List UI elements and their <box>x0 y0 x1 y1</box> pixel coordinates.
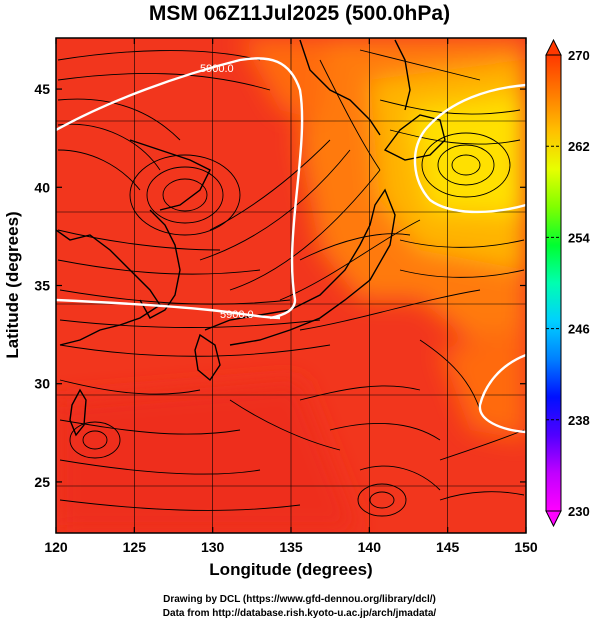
x-tick-label: 130 <box>201 539 225 555</box>
coastline-sakhalin <box>394 39 411 111</box>
colorbar-tick-label: 230 <box>568 504 590 519</box>
streamline <box>229 169 381 291</box>
y-tick-label: 35 <box>34 278 50 294</box>
streamline <box>299 233 411 261</box>
grid-lines <box>56 38 526 533</box>
streamline <box>57 229 221 251</box>
colorbar-tick-label: 262 <box>568 139 590 154</box>
colorbar-min-arrow <box>545 510 562 528</box>
contour-label-south: 5900.0 <box>220 309 254 321</box>
x-tick-label: 150 <box>514 539 538 555</box>
x-tick-label: 125 <box>123 539 147 555</box>
chart-title: MSM 06Z11Jul2025 (500.0hPa) <box>148 2 451 25</box>
contour-5900-southeast <box>478 353 526 434</box>
streamline <box>299 385 421 401</box>
streamline <box>279 219 421 301</box>
streamline <box>59 319 321 328</box>
y-tick-label: 40 <box>34 179 50 195</box>
vortex-southwest <box>82 430 108 450</box>
footer-credit-data: Data from http://database.rish.kyoto-u.a… <box>162 608 437 619</box>
coastline-taiwan <box>69 388 87 437</box>
streamline <box>57 123 161 171</box>
colorbar-tick-label: 246 <box>568 322 590 337</box>
streamline <box>359 49 481 81</box>
streamline <box>57 98 181 141</box>
streamline <box>319 59 381 171</box>
y-tick-label: 45 <box>34 81 50 97</box>
colorbar-body <box>545 54 562 512</box>
x-tick-label: 145 <box>436 539 460 555</box>
footer-credit-dcl: Drawing by DCL (https://www.gfd-dennou.o… <box>163 594 436 605</box>
streamline <box>59 419 241 435</box>
x-tick-label: 135 <box>279 539 303 555</box>
colorbar-tick-label: 270 <box>568 48 590 63</box>
streamline <box>389 129 521 145</box>
coastline-manchuria <box>129 139 211 211</box>
vortex-west <box>146 166 224 224</box>
vortex-southwest <box>69 421 121 459</box>
x-tick-label: 120 <box>44 539 68 555</box>
streamline <box>229 399 341 451</box>
contour-label-north: 5900.0 <box>200 63 234 75</box>
streamline <box>419 339 481 411</box>
streamline <box>399 239 525 248</box>
streamline <box>57 149 141 191</box>
coastline-hokkaido <box>383 114 446 161</box>
x-axis-label: Longitude (degrees) <box>209 560 372 579</box>
warm-region-south <box>56 380 360 533</box>
streamline <box>59 499 301 511</box>
coastline-russia <box>299 39 381 136</box>
colorbar-max-arrow <box>545 38 562 56</box>
x-tick-label: 140 <box>358 539 382 555</box>
y-tick-label: 30 <box>34 376 50 392</box>
streamline <box>439 491 525 501</box>
streamline <box>209 139 331 231</box>
streamline <box>359 465 441 491</box>
contour-5900-high <box>413 83 526 214</box>
colorbar-tick-label: 238 <box>568 413 590 428</box>
streamline <box>59 459 261 475</box>
streamline <box>59 344 331 357</box>
streamline <box>59 379 201 395</box>
y-tick-label: 25 <box>34 474 50 490</box>
map-plot-area: 5900.0 5900.0 <box>56 38 526 533</box>
streamline <box>199 149 351 261</box>
vortex-east <box>437 144 495 186</box>
streamline <box>439 429 525 461</box>
coastline-japan-honshu <box>204 188 396 346</box>
vortex-west <box>129 154 241 236</box>
orange-region-southeast <box>440 330 526 440</box>
vortex-south <box>357 483 407 517</box>
streamline <box>57 72 271 91</box>
vortex-east <box>421 132 511 198</box>
y-axis-ticks: 25 30 35 40 45 <box>34 81 526 490</box>
coastlines <box>56 39 446 437</box>
vortex-south <box>369 491 395 509</box>
colorbar-tick-label: 254 <box>568 230 590 245</box>
vortex-west <box>162 178 208 212</box>
contours-5900 <box>56 57 526 434</box>
streamline <box>299 289 481 331</box>
contour-5900-north <box>56 57 304 320</box>
coastline-korea <box>139 209 181 319</box>
streamline <box>59 289 291 305</box>
contour-5900-south <box>56 298 281 320</box>
temperature-field-patches <box>56 38 526 533</box>
y-axis-label: Latitude (degrees) <box>3 211 22 358</box>
streamline <box>57 50 261 61</box>
streamline <box>329 423 441 441</box>
x-axis-ticks: 120 125 130 135 140 145 150 <box>44 38 538 555</box>
colorbar: 270 262 254 246 238 230 <box>545 38 590 528</box>
streamline <box>57 259 261 275</box>
vortex-east <box>451 154 481 176</box>
colorbar-ticks: 270 262 254 246 238 230 <box>546 48 590 519</box>
streamlines <box>57 49 525 517</box>
streamline <box>399 269 525 278</box>
coastline-asia-mainland <box>56 229 161 346</box>
coastline-kyushu <box>194 333 221 382</box>
